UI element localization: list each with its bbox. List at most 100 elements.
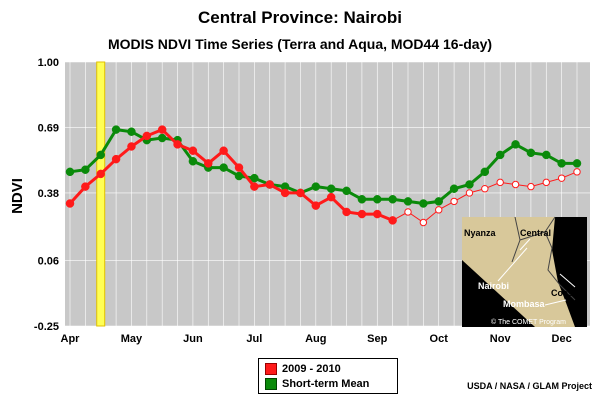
y-axis-label: NDVI xyxy=(9,178,26,214)
point-short-term-mean xyxy=(480,167,490,177)
x-tick-label: Apr xyxy=(61,333,81,345)
point-short-term-mean xyxy=(234,171,244,181)
y-axis-ticks: 1.00 0.69 0.38 0.06 -0.25 xyxy=(34,57,59,333)
plot-grid xyxy=(65,61,590,327)
point-short-term-mean xyxy=(495,150,505,160)
map-arrow-nairobi xyxy=(497,247,528,282)
point-short-term-mean xyxy=(403,197,413,206)
point-short-term-mean xyxy=(342,186,351,196)
map-copyright: © The COMET Program xyxy=(491,318,566,326)
point-2009-2010 xyxy=(65,199,75,208)
point-2009-2010 xyxy=(404,208,412,216)
point-2009-2010 xyxy=(127,142,136,151)
point-2009-2010 xyxy=(465,189,474,197)
point-short-term-mean xyxy=(219,163,228,172)
point-2009-2010 xyxy=(142,131,152,141)
point-2009-2010 xyxy=(542,178,550,187)
map-label-mombasa: Mombasa xyxy=(503,299,546,309)
series-line-short-term-mean xyxy=(69,127,577,206)
point-2009-2010 xyxy=(481,185,489,193)
point-2009-2010 xyxy=(419,218,428,227)
chart-legend: 2009 - 2010 Short-term Mean xyxy=(258,358,398,394)
point-2009-2010 xyxy=(511,180,520,189)
point-2009-2010 xyxy=(234,163,244,172)
y-tick-label: 0.69 xyxy=(38,122,59,134)
point-2009-2010 xyxy=(357,209,367,219)
point-short-term-mean xyxy=(81,165,90,174)
page-title: Central Province: Nairobi xyxy=(197,8,403,27)
x-tick-label: Aug xyxy=(305,333,326,345)
point-short-term-mean xyxy=(65,167,75,177)
x-tick-label: Oct xyxy=(430,333,449,345)
point-short-term-mean xyxy=(188,157,198,166)
point-2009-2010 xyxy=(311,201,321,210)
x-tick-label: Jul xyxy=(246,333,262,345)
x-tick-label: Dec xyxy=(552,333,572,345)
point-2009-2010 xyxy=(265,180,274,189)
point-short-term-mean xyxy=(388,195,397,204)
point-2009-2010 xyxy=(557,174,566,182)
map-ocean xyxy=(552,217,587,327)
point-2009-2010 xyxy=(250,182,259,191)
point-short-term-mean xyxy=(127,127,136,136)
map-label-coast: Coast xyxy=(551,288,576,298)
map-arrow-mombasa xyxy=(544,299,567,306)
point-2009-2010 xyxy=(496,178,504,187)
series-layer xyxy=(65,125,582,227)
point-short-term-mean xyxy=(111,125,121,134)
y-tick-label: -0.25 xyxy=(34,321,59,333)
point-short-term-mean xyxy=(511,140,520,149)
point-2009-2010 xyxy=(573,168,581,176)
source-credit: USDA / NASA / GLAM Project xyxy=(467,381,592,391)
map-label-nairobi: Nairobi xyxy=(478,281,509,291)
x-tick-label: Jun xyxy=(183,333,203,345)
point-short-term-mean xyxy=(357,195,367,204)
point-2009-2010 xyxy=(342,207,351,217)
map-border xyxy=(511,216,576,301)
point-2009-2010 xyxy=(96,169,105,179)
map-label-central: Central xyxy=(520,228,551,238)
point-2009-2010 xyxy=(81,182,90,191)
point-2009-2010 xyxy=(111,154,121,164)
point-short-term-mean xyxy=(157,133,167,143)
x-tick-label: Nov xyxy=(490,333,512,345)
chart-subtitle: MODIS NDVI Time Series (Terra and Aqua, … xyxy=(107,36,493,52)
point-short-term-mean xyxy=(250,173,259,183)
point-2009-2010 xyxy=(280,188,290,198)
point-short-term-mean xyxy=(96,150,105,160)
legend-swatch-red xyxy=(265,363,277,375)
point-short-term-mean xyxy=(434,197,443,206)
point-short-term-mean xyxy=(311,182,321,191)
point-2009-2010 xyxy=(388,216,397,225)
x-axis-ticks: Apr May Jun Jul Aug Sep Oct Nov Dec xyxy=(61,333,572,345)
point-2009-2010 xyxy=(204,159,213,168)
point-2009-2010 xyxy=(450,197,458,206)
point-short-term-mean xyxy=(542,150,551,160)
inset-map: Nyanza Central Nairobi Coast Mombasa © T… xyxy=(462,216,587,327)
legend-label-short-term-mean: Short-term Mean xyxy=(282,378,370,390)
point-2009-2010 xyxy=(373,209,382,219)
point-short-term-mean xyxy=(572,159,582,168)
point-short-term-mean xyxy=(326,184,336,193)
point-short-term-mean xyxy=(557,159,566,168)
point-2009-2010 xyxy=(188,146,198,155)
y-tick-label: 0.38 xyxy=(38,188,59,200)
highlight-bar xyxy=(96,61,106,327)
map-arrow-coast xyxy=(559,273,576,288)
point-short-term-mean xyxy=(526,148,536,158)
point-short-term-mean xyxy=(465,180,474,189)
point-2009-2010 xyxy=(173,140,182,149)
legend-item-2009-2010: 2009 - 2010 xyxy=(265,363,341,375)
y-tick-label: 1.00 xyxy=(38,57,59,69)
point-short-term-mean xyxy=(419,199,428,208)
y-tick-label: 0.06 xyxy=(38,256,59,268)
series-line-2009-2010 xyxy=(68,127,394,222)
point-short-term-mean xyxy=(373,195,382,204)
point-short-term-mean xyxy=(449,184,459,193)
point-2009-2010 xyxy=(326,192,336,202)
x-tick-label: May xyxy=(121,333,143,345)
map-arrow-central xyxy=(519,238,531,251)
legend-label-2009-2010: 2009 - 2010 xyxy=(282,363,341,375)
legend-swatch-green xyxy=(265,378,277,390)
